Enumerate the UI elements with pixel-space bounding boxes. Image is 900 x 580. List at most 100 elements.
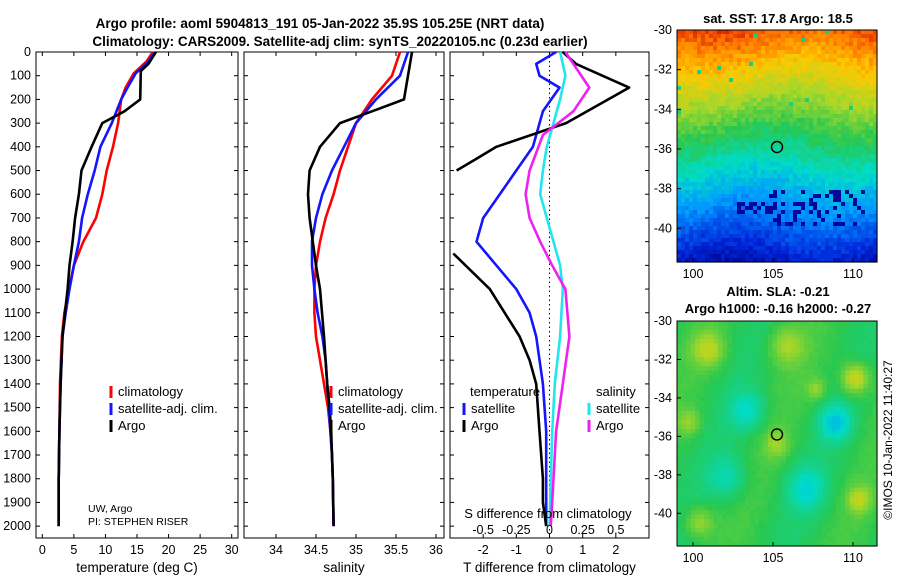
map-cell — [849, 158, 854, 163]
map-cell — [773, 54, 778, 59]
map-cell — [757, 130, 762, 135]
map-cell — [713, 339, 719, 345]
map-cell — [865, 218, 870, 223]
map-cell — [753, 206, 758, 211]
map-cell — [789, 102, 794, 107]
map-cell — [873, 254, 878, 259]
map-cell — [677, 366, 683, 372]
map-cell — [808, 487, 814, 493]
map-cell — [693, 202, 698, 207]
map-cell — [836, 451, 842, 457]
map-cell — [804, 424, 810, 430]
map-cell — [809, 102, 814, 107]
map-cell — [722, 357, 728, 363]
map-cell — [701, 146, 706, 151]
map-cell — [789, 58, 794, 63]
map-cell — [733, 174, 738, 179]
map-cell — [721, 230, 726, 235]
map-cell — [801, 238, 806, 243]
map-cell — [813, 170, 818, 175]
map-cell — [699, 460, 705, 466]
map-cell — [869, 114, 874, 119]
map-cell — [708, 474, 714, 480]
map-cell — [701, 234, 706, 239]
x-tick-label: 36 — [429, 543, 443, 557]
map-cell — [845, 138, 850, 143]
map-cell — [765, 34, 770, 39]
map-cell — [745, 146, 750, 151]
map-cell — [777, 496, 783, 502]
map-cell — [781, 330, 787, 336]
map-cell — [817, 234, 822, 239]
map-cell — [733, 78, 738, 83]
map-cell — [749, 74, 754, 79]
map-cell — [745, 230, 750, 235]
map-cell — [721, 94, 726, 99]
map-cell — [761, 218, 766, 223]
map-cell — [797, 242, 802, 247]
map-cell — [867, 366, 874, 372]
map-cell — [705, 234, 710, 239]
map-cell — [699, 501, 705, 507]
map-cell — [809, 30, 814, 35]
map-cell — [822, 366, 828, 372]
map-cell — [861, 182, 866, 187]
map-cell — [837, 70, 842, 75]
map-cell — [786, 474, 792, 480]
map-cell — [869, 70, 874, 75]
map-cell — [801, 30, 806, 35]
map-cell — [865, 94, 870, 99]
map-cell — [690, 456, 696, 462]
map-cell — [808, 496, 814, 502]
map-cell — [717, 178, 722, 183]
map-cell — [869, 194, 874, 199]
map-cell — [841, 82, 846, 87]
map-cell — [808, 465, 814, 471]
map-cell — [677, 70, 682, 75]
map-cell — [841, 222, 846, 227]
map-cell — [813, 447, 819, 453]
map-cell — [809, 46, 814, 51]
map-cell — [781, 78, 786, 83]
map-cell — [697, 142, 702, 147]
map-cell — [708, 357, 714, 363]
map-cell — [797, 218, 802, 223]
map-cell — [829, 234, 834, 239]
map-cell — [709, 114, 714, 119]
map-cell — [709, 210, 714, 215]
map-cell — [685, 250, 690, 255]
map-cell — [701, 42, 706, 47]
map-cell — [825, 178, 830, 183]
map-cell — [825, 66, 830, 71]
map-cell — [853, 46, 858, 51]
map-cell — [765, 174, 770, 179]
map-cell — [808, 325, 814, 331]
map-cell — [797, 194, 802, 199]
map-cell — [685, 210, 690, 215]
map-cell — [801, 74, 806, 79]
map-cell — [745, 78, 750, 83]
map-cell — [836, 492, 842, 498]
map-cell — [745, 218, 750, 223]
map-cell — [757, 70, 762, 75]
map-cell — [858, 438, 864, 444]
map-cell — [709, 254, 714, 259]
sla-map-panel: 100 105 110-30-32-34-36-38-40 — [654, 314, 878, 565]
map-cell — [840, 343, 846, 349]
map-cell — [805, 222, 810, 227]
map-cell — [689, 110, 694, 115]
map-cell — [757, 66, 762, 71]
map-cell — [836, 402, 842, 408]
map-cell — [681, 114, 686, 119]
map-cell — [709, 82, 714, 87]
map-cell — [722, 442, 728, 448]
map-cell — [808, 433, 814, 439]
map-cell — [717, 202, 722, 207]
map-cell — [873, 238, 878, 243]
map-cell — [677, 429, 683, 435]
map-cell — [745, 74, 750, 79]
map-cell — [713, 54, 718, 59]
map-cell — [741, 30, 746, 35]
map-cell — [725, 238, 730, 243]
map-cell — [797, 62, 802, 67]
